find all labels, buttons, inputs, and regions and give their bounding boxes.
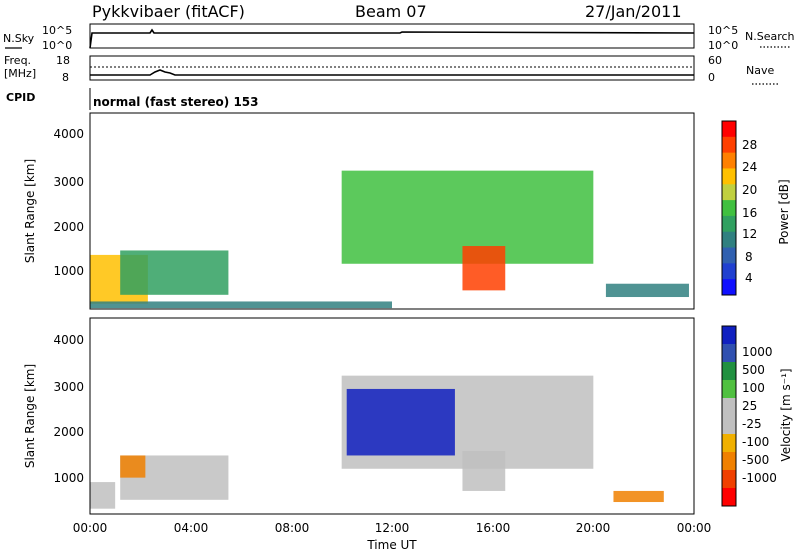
power-cbar-tick: 12 (742, 227, 757, 241)
xtick: 00:00 (677, 521, 712, 535)
power-region (462, 246, 506, 291)
power-yticks: 4000 3000 2000 1000 (53, 127, 84, 278)
nave-tick-top: 60 (708, 54, 722, 67)
power-cbar-segment (722, 136, 736, 154)
date-title: 27/Jan/2011 (585, 2, 682, 21)
power-cbar-tick: 4 (745, 271, 753, 285)
power-panel: Slant Range [km] 4000 3000 2000 1000 (23, 112, 695, 310)
station-title: Pykkvibaer (fitACF) (92, 2, 245, 21)
power-cbar-segment (722, 168, 736, 185)
power-ylabel: Slant Range [km] (23, 159, 37, 263)
velocity-region (90, 482, 116, 509)
velocity-region (346, 388, 455, 456)
velocity-colorbar: 1000 500 100 25 -25 -100 -500 -1000 Velo… (721, 325, 793, 507)
freq-label-2: [MHz] (4, 67, 36, 80)
freq-tick-bottom: 8 (62, 71, 69, 84)
velocity-yticks: 4000 3000 2000 1000 (53, 333, 84, 485)
xtick: 04:00 (174, 521, 209, 535)
velocity-panel: Slant Range [km] 4000 3000 2000 1000 (23, 317, 695, 515)
cpid-text: normal (fast stereo) 153 (93, 95, 259, 109)
velocity-cbar-segment (722, 380, 736, 399)
xlabel: Time UT (366, 538, 417, 552)
power-region (605, 283, 689, 298)
nsearch-tick-top: 10^5 (708, 24, 738, 37)
velocity-cbar-tick: -100 (742, 435, 769, 449)
velocity-region (462, 451, 506, 491)
power-cbar-tick: 8 (745, 250, 753, 264)
power-cbar-tick: 20 (742, 183, 757, 197)
power-cbar-segment (722, 279, 736, 296)
nsearch-label: N.Search (745, 30, 795, 43)
xtick: 20:00 (576, 521, 611, 535)
nave-tick-bottom: 0 (708, 71, 715, 84)
velocity-cbar-tick: 500 (742, 363, 765, 377)
power-region (120, 250, 229, 295)
velocity-cbar-segment (722, 326, 736, 345)
power-region (90, 301, 392, 309)
velocity-cbar-tick: -25 (742, 417, 762, 431)
power-cbar-tick: 28 (742, 138, 757, 152)
velocity-cbar-tick: 100 (742, 381, 765, 395)
power-colorbar: 28 24 20 16 12 8 4 Power [dB] (721, 120, 791, 296)
power-cbar-segment (722, 231, 736, 249)
velocity-cbar-label: Velocity [m s⁻¹] (779, 368, 793, 461)
xtick: 12:00 (375, 521, 410, 535)
power-cbar-segment (722, 215, 736, 233)
nsky-label: N.Sky (3, 32, 35, 45)
beam-title: Beam 07 (355, 2, 427, 21)
freq-label-1: Freq. (4, 54, 31, 67)
cpid-label: CPID (6, 91, 35, 104)
power-cbar-segment (722, 263, 736, 280)
velocity-cbar-tick: 1000 (742, 345, 773, 359)
nsky-tick-bottom: 10^0 (42, 39, 72, 52)
power-cbar-label: Power [dB] (777, 179, 791, 244)
power-cbar-segment (722, 121, 736, 138)
power-cbar-segment (722, 184, 736, 201)
velocity-cbar-segment (722, 362, 736, 381)
power-ytick: 4000 (53, 127, 84, 141)
power-cbar-segment (722, 200, 736, 217)
power-cbar-tick: 24 (742, 160, 757, 174)
power-cbar-tick: 16 (742, 206, 757, 220)
power-ytick: 2000 (53, 220, 84, 234)
velocity-cbar-tick: 25 (742, 399, 757, 413)
velocity-cbar-segment (722, 488, 736, 507)
freq-panel: Freq. [MHz] 18 8 60 0 Nave (4, 54, 778, 85)
x-axis: 00:00 04:00 08:00 12:00 16:00 20:00 00:0… (73, 521, 712, 552)
velocity-region (613, 490, 664, 503)
xtick: 00:00 (73, 521, 108, 535)
power-ytick: 1000 (53, 264, 84, 278)
power-cbar-segment (722, 152, 736, 169)
freq-trace (90, 69, 694, 76)
velocity-cbar-segment (722, 470, 736, 489)
power-cbar-segment (722, 247, 736, 264)
velocity-cbar-segment (722, 416, 736, 435)
nsearch-tick-bottom: 10^0 (708, 39, 738, 52)
velocity-cbar-segment (722, 452, 736, 471)
velocity-ytick: 4000 (53, 333, 84, 347)
power-ytick: 3000 (53, 175, 84, 189)
velocity-cbar-segment (722, 434, 736, 453)
nave-label: Nave (746, 64, 774, 77)
velocity-ylabel: Slant Range [km] (23, 364, 37, 468)
velocity-cbar-segment (722, 398, 736, 417)
velocity-ytick: 2000 (53, 425, 84, 439)
velocity-ytick: 1000 (53, 471, 84, 485)
velocity-ytick: 3000 (53, 380, 84, 394)
velocity-cbar-segment (722, 344, 736, 363)
noise-trace (89, 28, 695, 49)
velocity-region (120, 455, 146, 478)
velocity-cbar-tick: -1000 (742, 471, 777, 485)
noise-panel: 10^5 10^0 N.Sky 10^5 10^0 N.Search (3, 23, 795, 52)
freq-tick-top: 18 (56, 54, 70, 67)
xtick: 16:00 (476, 521, 511, 535)
velocity-cbar-tick: -500 (742, 453, 769, 467)
xtick: 08:00 (275, 521, 310, 535)
nsky-tick-top: 10^5 (42, 24, 72, 37)
